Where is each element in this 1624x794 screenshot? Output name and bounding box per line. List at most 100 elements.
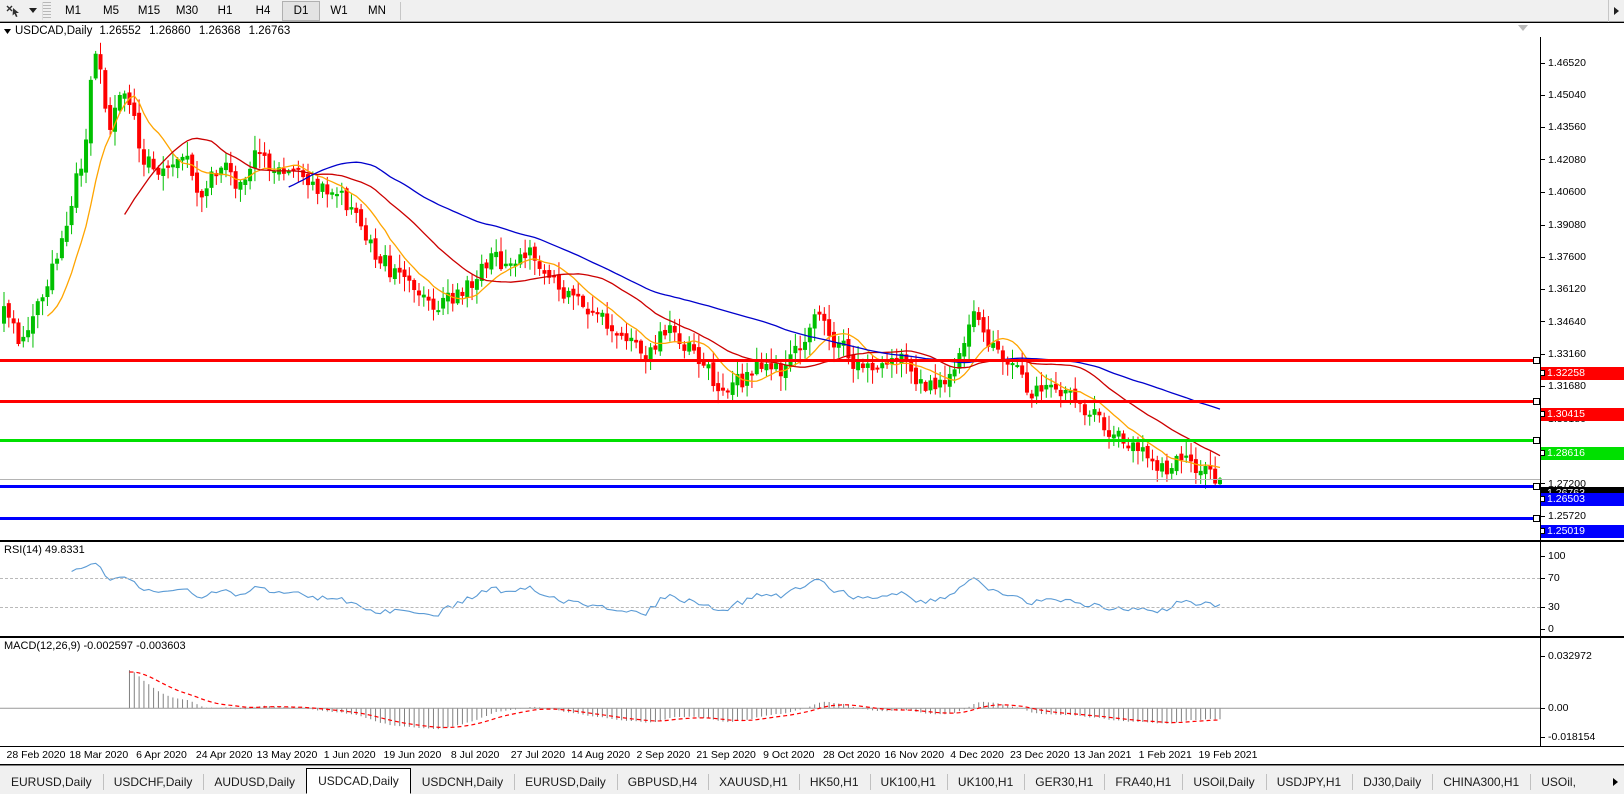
timeframe-h1[interactable]: H1 (217, 4, 233, 17)
price-tick-1-46520: 1.46520 (1541, 57, 1624, 69)
timeframe-d1[interactable]: D1 (282, 0, 320, 21)
symbol-tab-uk100-h1[interactable]: UK100,H1 (946, 770, 1025, 794)
price-tick-1-40600: 1.40600 (1541, 186, 1624, 198)
macd-plot-area[interactable]: MACD(12,26,9) -0.002597 -0.003603 (0, 638, 1540, 746)
symbol-tab-usoil[interactable]: USOil, (1530, 770, 1587, 794)
symbol-tab-usdcad-daily[interactable]: USDCAD,Daily (306, 768, 411, 794)
price-tick-1-43560: 1.43560 (1541, 121, 1624, 134)
macd-histogram (128, 670, 1221, 730)
drag-grip-icon[interactable] (42, 1, 51, 20)
timeframe-mn[interactable]: MN (368, 4, 386, 17)
macd-pane: MACD(12,26,9) -0.002597 -0.003603 0.0329… (0, 637, 1624, 747)
symbol-tab-bar: EURUSD,Daily USDCHF,Daily AUDUSD,Daily USDC… (0, 765, 1624, 794)
candlestick-chart (2, 42, 1222, 489)
symbol-tab-uk100-h1[interactable]: UK100,H1 (869, 770, 947, 794)
timeframe-w1[interactable]: W1 (330, 4, 348, 17)
chevron-down-icon[interactable] (4, 28, 11, 34)
price-tick-1-34640: 1.34640 (1541, 316, 1624, 328)
timeframe-m1[interactable]: M1 (65, 4, 81, 17)
date-label-12: 9 Oct 2020 (763, 749, 815, 761)
price-tick-1-31680: 1.31680 (1541, 380, 1624, 392)
timeframe-h4[interactable]: H4 (255, 4, 271, 17)
symbol-tab-china300-h1[interactable]: CHINA300,H1 (1432, 770, 1531, 794)
date-label-11: 21 Sep 2020 (696, 749, 756, 761)
price-level-chip-1-26503[interactable]: 1.26503 (1541, 492, 1624, 506)
bid-price-line (0, 479, 1540, 481)
price-axis[interactable]: 1.46520 1.45040 1.43560 1.42080 1.40600 1.390… (1540, 37, 1624, 540)
toolbar-divider (400, 1, 401, 20)
rsi-level-70-line (0, 577, 1540, 579)
date-axis[interactable]: 28 Feb 2020 18 Mar 2020 6 Apr 2020 24 Apr 2… (0, 746, 1624, 764)
symbol-tab-dj30-daily[interactable]: DJ30,Daily (1352, 770, 1433, 794)
rsi-tick-0: 0 (1541, 623, 1624, 635)
date-label-10: 2 Sep 2020 (636, 749, 691, 761)
symbol-tab-audusd-daily[interactable]: AUDUSD,Daily (203, 770, 307, 794)
timeframe-m5[interactable]: M5 (103, 4, 119, 17)
rsi-plot-area[interactable]: RSI(14) 49.8331 (0, 542, 1540, 636)
date-label-0: 28 Feb 2020 (6, 749, 66, 761)
symbol-tab-fra40-h1[interactable]: FRA40,H1 (1104, 770, 1183, 794)
date-label-1: 18 Mar 2020 (69, 749, 129, 761)
price-level-chip-1-30415[interactable]: 1.30415 (1541, 407, 1624, 421)
symbol-tab-usdchf-daily[interactable]: USDCHF,Daily (102, 770, 204, 794)
top-toolbar: M1 M5 M15 M30 H1 H4 D1 W1 MN (0, 0, 1624, 22)
rsi-line (71, 562, 1221, 617)
date-label-15: 4 Dec 2020 (950, 749, 1004, 761)
ohlc-close: 1.26763 (248, 25, 291, 37)
symbol-tab-hk50-h1[interactable]: HK50,H1 (798, 770, 870, 794)
price-level-chip-1-28616[interactable]: 1.28616 (1541, 446, 1624, 460)
date-label-7: 8 Jul 2020 (450, 749, 500, 761)
price-tick-1-27200: 1.27200 (1541, 478, 1624, 490)
macd-histogram-series (0, 670, 1540, 730)
symbol-tab-usdjpy-h1[interactable]: USDJPY,H1 (1265, 770, 1353, 794)
timeframe-group: M1 M5 M15 M30 H1 H4 D1 W1 MN (54, 0, 396, 22)
ohlc-low: 1.26368 (198, 25, 241, 37)
macd-axis: 0.032972 0.00 -0.018154 (1540, 638, 1624, 746)
price-plot-area[interactable] (0, 37, 1540, 540)
chart-symbol-label: USDCAD,Daily (15, 25, 93, 37)
rsi-pane: RSI(14) 49.8331 100 70 30 0 (0, 541, 1624, 637)
symbol-tab-usoil-daily[interactable]: USOil,Daily (1182, 770, 1266, 794)
chart-window: USDCAD,Daily 1.26552 1.26860 1.26368 1.2… (0, 22, 1624, 765)
price-level-chip-1-32258[interactable]: 1.32258 (1541, 367, 1624, 381)
chart-ohlc: 1.26552 1.26860 1.26368 1.26763 (99, 25, 295, 37)
price-tick-1-33160: 1.33160 (1541, 348, 1624, 360)
date-label-3: 24 Apr 2020 (195, 749, 253, 761)
rsi-level-30-line (0, 607, 1540, 609)
timeframe-m15[interactable]: M15 (137, 4, 161, 17)
ma-fast-line (46, 95, 1221, 469)
symbol-tab-eurusd-daily[interactable]: EURUSD,Daily (514, 770, 617, 794)
chart-header: USDCAD,Daily 1.26552 1.26860 1.26368 1.2… (0, 23, 295, 39)
ma-slow-line (288, 161, 1221, 410)
chevron-right-icon[interactable] (1606, 770, 1624, 794)
symbol-tab-usdcnh-daily[interactable]: USDCNH,Daily (410, 770, 515, 794)
symbol-tab-ger30-h1[interactable]: GER30,H1 (1024, 770, 1105, 794)
macd-tick-n0-018154: -0.018154 (1541, 731, 1624, 743)
rsi-label: RSI(14) 49.8331 (4, 544, 85, 556)
symbol-tab-eurusd-daily[interactable]: EURUSD,Daily (0, 770, 103, 794)
price-tick-1-42080: 1.42080 (1541, 154, 1624, 166)
macd-signal-line (129, 671, 1221, 729)
date-label-4: 13 May 2020 (256, 749, 318, 761)
price-level-chip-1-25019[interactable]: 1.25019 (1541, 525, 1624, 539)
rsi-tick-100: 100 (1541, 550, 1624, 562)
rsi-tick-30: 30 (1541, 601, 1624, 613)
price-pane: 1.46520 1.45040 1.43560 1.42080 1.40600 1.390… (0, 37, 1624, 541)
timeframe-m30[interactable]: M30 (175, 4, 199, 17)
collapse-triangle-icon[interactable] (1518, 25, 1528, 31)
date-label-19: 19 Feb 2021 (1198, 749, 1258, 761)
macd-label: MACD(12,26,9) -0.002597 -0.003603 (4, 640, 186, 652)
date-label-6: 19 Jun 2020 (383, 749, 442, 761)
symbol-tab-xauusd-h1[interactable]: XAUUSD,H1 (708, 770, 799, 794)
macd-tick-0n032972: 0.032972 (1541, 650, 1624, 662)
price-tick-1-36120: 1.36120 (1541, 283, 1624, 296)
date-label-9: 14 Aug 2020 (571, 749, 631, 761)
price-tick-1-25720: 1.25720 (1541, 510, 1624, 522)
ohlc-open: 1.26552 (99, 25, 141, 37)
date-label-16: 23 Dec 2020 (1010, 749, 1070, 761)
chevron-right-icon[interactable] (1608, 0, 1624, 22)
symbol-tab-gbpusd-h4[interactable]: GBPUSD,H4 (616, 770, 709, 794)
crosshair-cursor-icon[interactable] (0, 1, 26, 21)
chevron-down-icon[interactable] (26, 1, 40, 21)
